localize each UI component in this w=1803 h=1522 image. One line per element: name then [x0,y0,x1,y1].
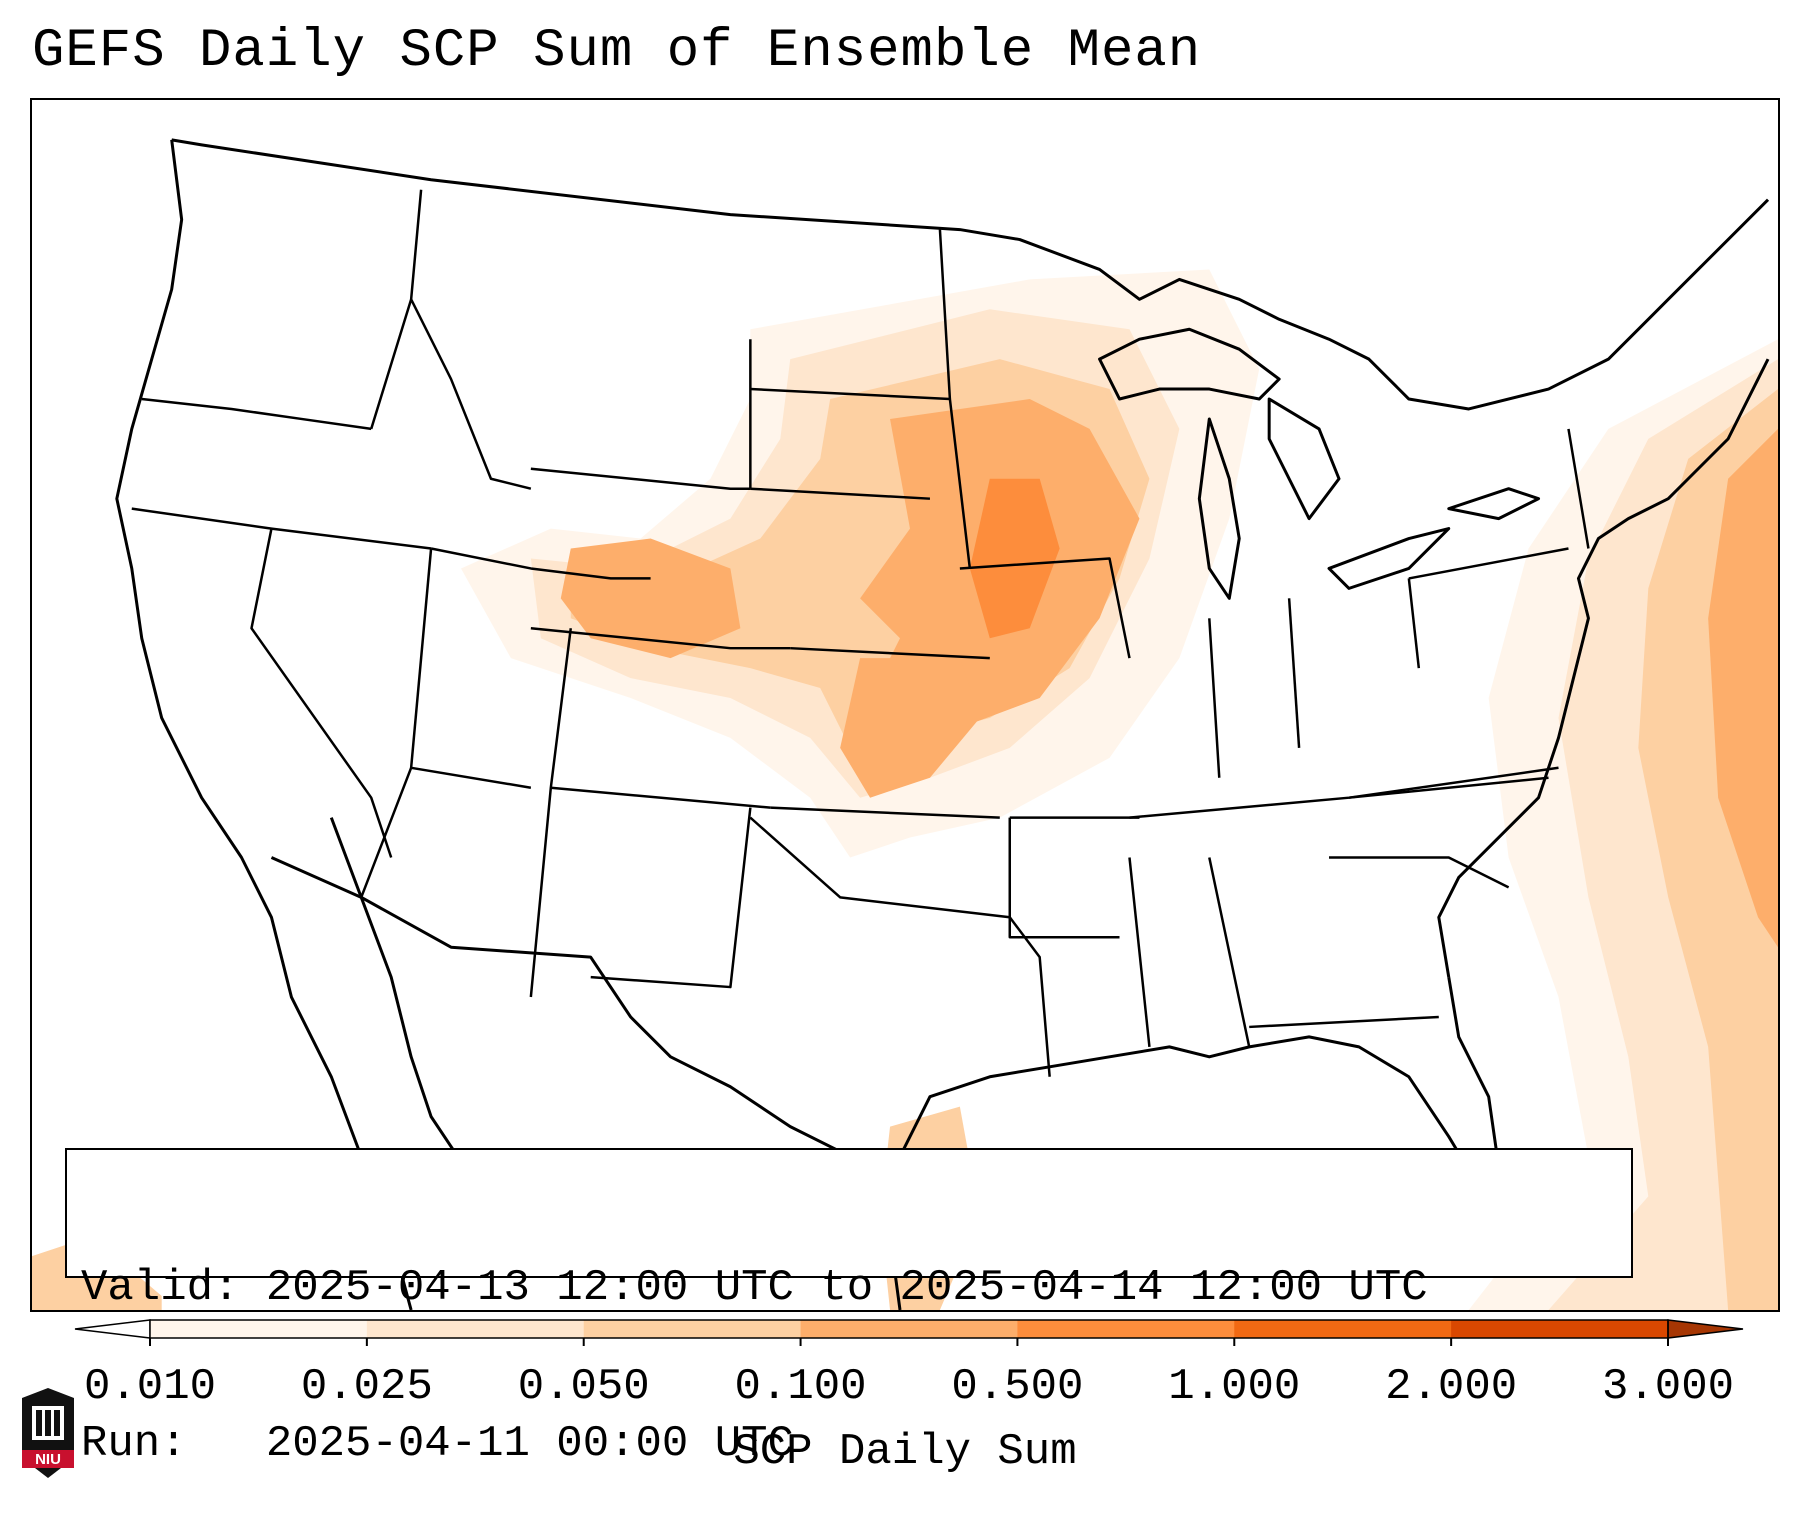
lake-erie [1327,527,1451,590]
border-tn-ky [1129,766,1559,819]
border-ca-nv [250,528,393,858]
border-nc-sc [1329,856,1510,889]
border-id [370,189,423,430]
colorbar-tick-label: 0.100 [735,1362,867,1412]
border-oh-pa [1407,578,1421,669]
border-us-mexico [270,856,901,1159]
colorbar: 0.010 0.025 0.050 0.100 0.500 1.000 2.000 3.000… [74,1319,1744,1477]
coast-gulf [898,976,1501,1188]
border-ms-al [1128,857,1151,1048]
scp-area-oklahoma [840,658,980,798]
scp-area-offshore-core [1708,428,1778,948]
colorbar-extend-low [74,1319,151,1339]
logo-text: NIU [35,1451,61,1468]
run-value: 2025-04-11 00:00 UTC [265,1419,794,1469]
border-ks-ok [770,806,1000,819]
map-title: GEFS Daily SCP Sum of Ensemble Mean [32,21,1202,82]
map-canvas [32,138,1778,1310]
border-tx-la [1008,916,1051,1077]
border-ok-tx [749,816,1010,919]
colorbar-label: SCP Daily Sum [733,1427,1076,1477]
border-mt-wy [530,467,751,490]
colorbar-segment [150,1320,368,1338]
border-ar-la [1008,817,1120,939]
colorbar-tick-label: 0.500 [951,1362,1083,1412]
colorbar-outline [149,1319,1669,1339]
colorbar-segment [583,1320,802,1338]
border-mn-wi [938,229,972,569]
coast-baja [329,817,473,1178]
colorbar-tick-label: 3.000 [1602,1362,1734,1412]
scp-shading-layer [32,269,1778,1310]
border-id-ut-wy [430,547,651,580]
border-ny-ne [1567,428,1590,549]
colorbar-segment [1451,1320,1669,1338]
lake-ontario [1447,487,1541,521]
border-nv-ut [409,548,433,768]
colorbar-segment [366,1320,585,1338]
border-ut-co [529,628,573,998]
colorbar-segments [74,1319,1744,1339]
colorbar-ticks: 0.010 0.025 0.050 0.100 0.500 1.000 2.000 3.000 [84,1338,1734,1412]
border-sd-ne [750,487,931,500]
border-ne-ks [790,646,990,660]
border-id-mt [410,298,532,490]
border-va-nc [1348,776,1549,799]
colorbar-tick-label: 1.000 [1168,1362,1300,1412]
valid-line: Valid: 2025-04-13 12:00 UTC to 2025-04-1… [81,1262,1631,1314]
run-label: Run: [81,1419,187,1469]
border-nm-tx [590,807,752,989]
scp-area-colorado [560,538,741,659]
colorbar-segment [800,1320,1018,1338]
border-az-nm [360,766,532,898]
lake-superior [1098,327,1281,401]
border-canada-us [171,138,1770,411]
colorbar-segment [1234,1320,1452,1338]
colorbar-tick-label: 2.000 [1385,1362,1517,1412]
state-boundaries [131,189,1590,1077]
colorbar-segment [1017,1320,1235,1338]
border-wa-or [141,397,372,431]
niu-logo: NIU [22,1388,74,1478]
valid-value: 2025-04-13 12:00 UTC to 2025-04-14 12:00… [265,1263,1428,1313]
border-co-nm [550,786,771,809]
border-or-ca-nv [131,507,432,550]
coast-pacific [115,139,413,1310]
map-panel [30,98,1780,1312]
colorbar-tick-label: 0.010 [84,1362,216,1412]
border-ga-fl [1249,1015,1439,1029]
colorbar-tick-label: 0.050 [518,1362,650,1412]
valid-label: Valid: [81,1263,240,1313]
colorbar-tick-label: 0.025 [301,1362,433,1412]
border-il-in [1208,618,1221,778]
run-line: Run: 2025-04-11 00:00 UTC [81,1418,1631,1470]
coast-atlantic [1437,358,1770,978]
border-al-ga [1208,857,1251,1048]
border-in-oh [1287,598,1301,748]
scp-area-iowa-max [969,478,1060,639]
border-pa-ny [1408,547,1569,580]
colorbar-extend-high [1667,1319,1744,1339]
border-ia-mo [959,557,1131,659]
lake-michigan [1197,417,1241,600]
border-wy-co [530,627,791,650]
validity-info-box: Valid: 2025-04-13 12:00 UTC to 2025-04-1… [65,1148,1633,1469]
lake-huron [1267,397,1341,521]
border-nd-sd [750,387,950,401]
